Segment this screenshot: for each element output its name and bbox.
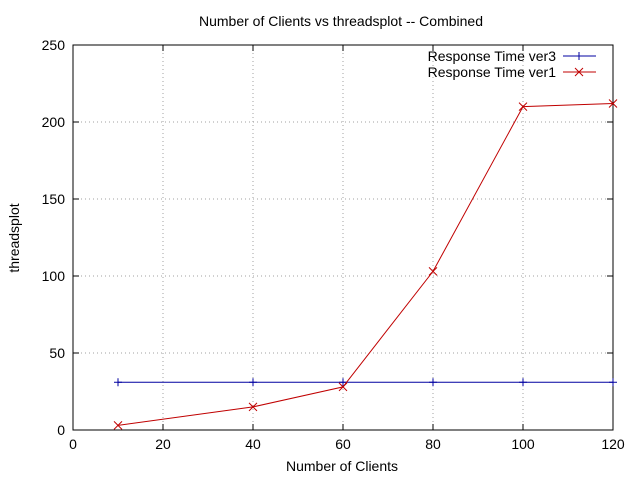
data-point [248,402,258,412]
data-point [609,378,617,387]
grid [73,45,613,430]
data-point [519,378,527,387]
x-tick-label: 80 [425,436,441,452]
data-point [114,378,122,387]
y-tick-label: 100 [42,268,66,284]
y-tick-label: 50 [49,345,65,361]
x-tick-label: 0 [69,436,77,452]
data-point [428,267,438,276]
data-point [113,421,123,430]
y-tick-label: 250 [42,37,66,53]
chart-title: Number of Clients vs threadsplot -- Comb… [199,13,483,29]
y-tick-label: 0 [57,422,65,438]
legend-label: Response Time ver3 [428,48,557,64]
legend-marker [574,67,584,77]
data-point [249,378,257,387]
data-point [518,102,528,111]
y-axis: 0 50 100 150 200 250 [42,37,613,438]
x-tick-label: 120 [601,436,625,452]
data-point [339,378,347,387]
x-tick-label: 60 [335,436,351,452]
y-tick-label: 150 [42,191,66,207]
data-point [608,99,618,108]
legend-marker [575,52,583,60]
y-tick-label: 200 [42,114,66,130]
data-point [429,378,437,387]
series-layer [113,99,618,430]
series-line-2 [117,103,614,426]
x-tick-label: 40 [245,436,261,452]
x-axis: 0 20 40 60 80 100 120 [69,45,625,452]
x-tick-label: 100 [511,436,535,452]
x-tick-label: 20 [155,436,171,452]
data-point [338,382,348,392]
x-axis-label: Number of Clients [286,458,398,474]
legend-label: Response Time ver1 [428,64,557,80]
y-axis-label: threadsplot [6,203,22,272]
